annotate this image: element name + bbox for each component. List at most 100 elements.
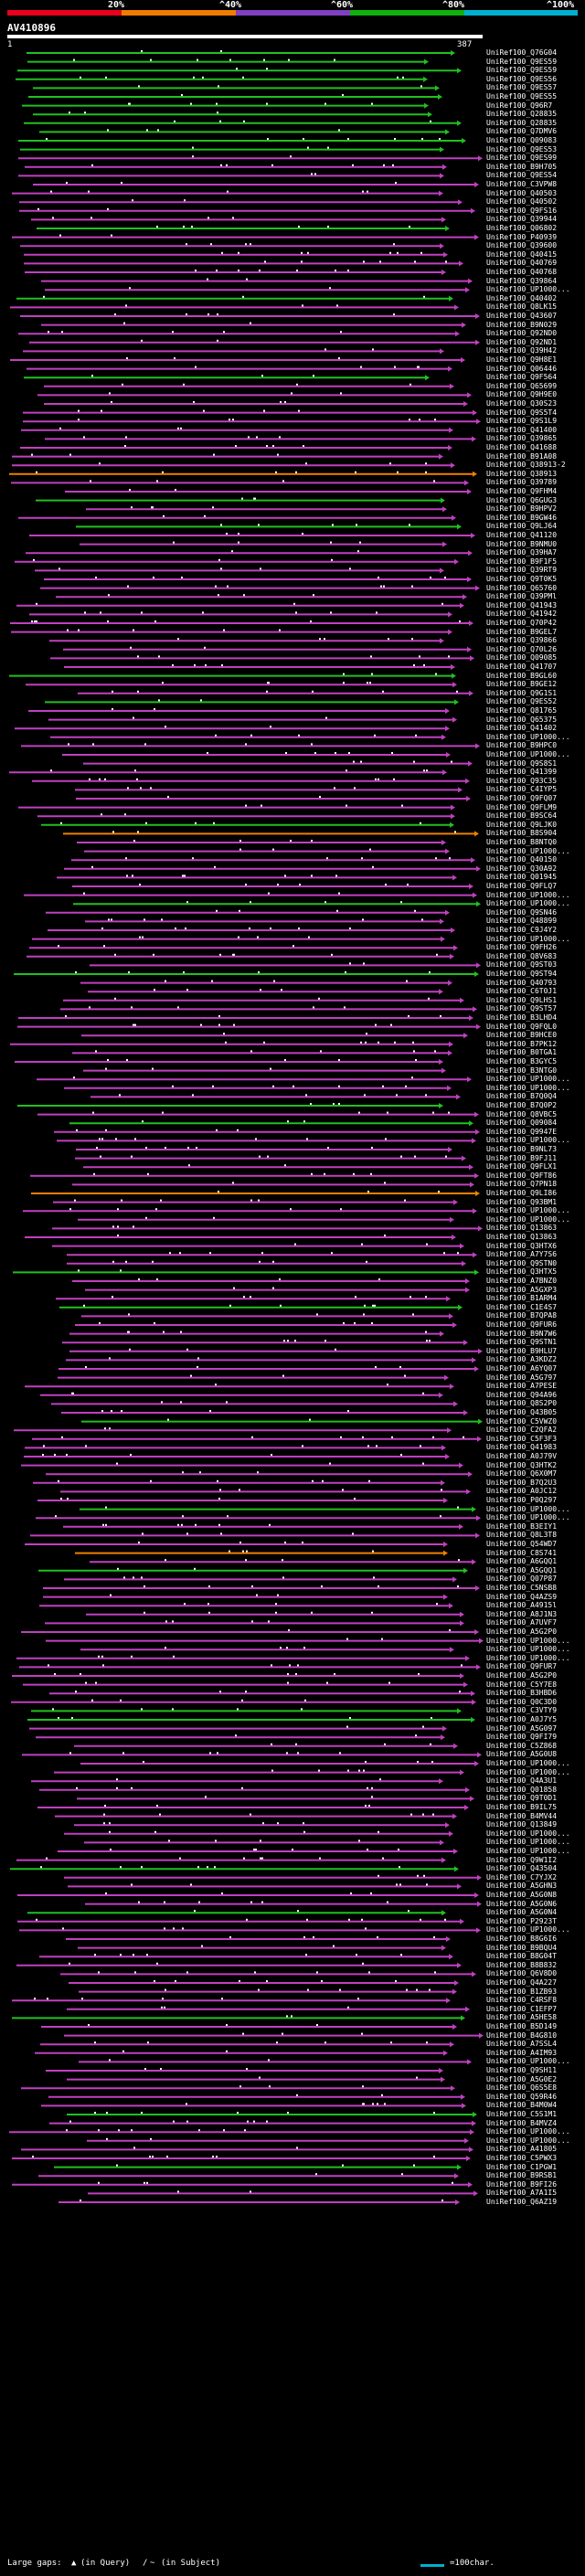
hit-label[interactable]: UniRef100_Q43607 bbox=[486, 312, 558, 320]
hit-label[interactable]: UniRef100_Q6AZ19 bbox=[486, 2198, 558, 2206]
hit-label[interactable]: UniRef100_Q09084 bbox=[486, 1118, 558, 1128]
hit-label[interactable]: UniRef100_Q8VBC5 bbox=[486, 1109, 558, 1118]
hit-label[interactable]: UniRef100_A4IM93 bbox=[486, 2048, 558, 2057]
hit-label[interactable]: UniRef100_Q4A3U1 bbox=[486, 1776, 558, 1786]
hit-label[interactable]: UniRef100_Q9FH26 bbox=[486, 943, 558, 952]
hit-label[interactable]: UniRef100_Q76G04 bbox=[486, 48, 558, 57]
hit-label[interactable]: UniRef100_B9RSB1 bbox=[486, 2171, 558, 2180]
hit-label[interactable]: UniRef100_B8S904 bbox=[486, 829, 558, 838]
hit-label[interactable]: UniRef100_Q39944 bbox=[486, 215, 558, 224]
hit-label[interactable]: UniRef100_Q40503 bbox=[486, 188, 558, 197]
hit-label[interactable]: UniRef100_UP1000... bbox=[486, 1075, 570, 1084]
hit-label[interactable]: UniRef100_P0Q297 bbox=[486, 1496, 558, 1504]
hit-label[interactable]: UniRef100_A5G2P0 bbox=[486, 1627, 558, 1636]
hit-label[interactable]: UniRef100_Q9FLQ7 bbox=[486, 882, 558, 890]
hit-label[interactable]: UniRef100_Q9FUR6 bbox=[486, 1320, 558, 1329]
hit-label[interactable]: UniRef100_P40939 bbox=[486, 232, 558, 241]
hit-label[interactable]: UniRef100_B9FI26 bbox=[486, 2179, 558, 2189]
hit-label[interactable]: UniRef100_C3VTY9 bbox=[486, 1706, 558, 1715]
hit-label[interactable]: UniRef100_Q96R7 bbox=[486, 101, 553, 110]
hit-label[interactable]: UniRef100_A6GQQ1 bbox=[486, 1557, 558, 1566]
hit-label[interactable]: UniRef100_A7SSL4 bbox=[486, 2040, 558, 2049]
hit-label[interactable]: UniRef100_Q9LI86 bbox=[486, 1189, 558, 1197]
hit-label[interactable]: UniRef100_Q93BM1 bbox=[486, 1197, 558, 1206]
hit-label[interactable]: UniRef100_B9HCE0 bbox=[486, 1031, 558, 1040]
hit-label[interactable]: UniRef100_Q9ST94 bbox=[486, 970, 558, 978]
hit-label[interactable]: UniRef100_A5G2P0 bbox=[486, 1671, 558, 1680]
hit-label[interactable]: UniRef100_A5HE58 bbox=[486, 2013, 558, 2022]
hit-label[interactable]: UniRef100_B4MVZ4 bbox=[486, 2118, 558, 2127]
hit-label[interactable]: UniRef100_UP1000... bbox=[486, 1206, 570, 1215]
hit-label[interactable]: UniRef100_Q6X0M7 bbox=[486, 1469, 558, 1479]
hit-label[interactable]: UniRef100_Q65760 bbox=[486, 583, 558, 592]
hit-label[interactable]: UniRef100_Q9LHS1 bbox=[486, 995, 558, 1004]
hit-label[interactable]: UniRef100_A5G0N8 bbox=[486, 1891, 558, 1899]
hit-label[interactable]: UniRef100_C9J4Y2 bbox=[486, 926, 558, 934]
hit-label[interactable]: UniRef100_Q41983 bbox=[486, 1443, 558, 1452]
hit-label[interactable]: UniRef100_B9IL75 bbox=[486, 1803, 558, 1811]
hit-label[interactable]: UniRef100_B3NTG0 bbox=[486, 1065, 558, 1075]
hit-label[interactable]: UniRef100_Q9LJK0 bbox=[486, 820, 558, 829]
hit-label[interactable]: UniRef100_Q41688 bbox=[486, 443, 558, 451]
hit-label[interactable]: UniRef100_Q48899 bbox=[486, 917, 558, 926]
hit-label[interactable]: UniRef100_UP1000... bbox=[486, 732, 570, 741]
hit-label[interactable]: UniRef100_Q9FT86 bbox=[486, 1171, 558, 1180]
hit-label[interactable]: UniRef100_A7A1I5 bbox=[486, 2189, 558, 2198]
hit-label[interactable]: UniRef100_UP1000... bbox=[486, 1829, 570, 1838]
hit-label[interactable]: UniRef100_Q0C3D0 bbox=[486, 1697, 558, 1706]
hit-label[interactable]: UniRef100_B7PK12 bbox=[486, 1039, 558, 1048]
hit-label[interactable]: UniRef100_B9HPC0 bbox=[486, 741, 558, 750]
hit-label[interactable]: UniRef100_B3GYC5 bbox=[486, 1057, 558, 1065]
hit-label[interactable]: UniRef100_Q8V683 bbox=[486, 951, 558, 960]
hit-label[interactable]: UniRef100_B0TGA1 bbox=[486, 1048, 558, 1057]
hit-label[interactable]: UniRef100_Q9SH11 bbox=[486, 2066, 558, 2074]
hit-label[interactable]: UniRef100_C1E4S7 bbox=[486, 1302, 558, 1311]
hit-label[interactable]: UniRef100_Q43B05 bbox=[486, 1408, 558, 1416]
hit-label[interactable]: UniRef100_Q65375 bbox=[486, 715, 558, 724]
hit-label[interactable]: UniRef100_Q4AZS9 bbox=[486, 1592, 558, 1601]
hit-label[interactable]: UniRef100_B3HBD6 bbox=[486, 1689, 558, 1698]
hit-label[interactable]: UniRef100_UP1000... bbox=[486, 2136, 570, 2145]
hit-label[interactable]: UniRef100_Q93C35 bbox=[486, 776, 558, 785]
hit-label[interactable]: UniRef100_B9N7W6 bbox=[486, 1329, 558, 1338]
hit-label[interactable]: UniRef100_Q39865 bbox=[486, 434, 558, 443]
hit-label[interactable]: UniRef100_Q39866 bbox=[486, 636, 558, 645]
hit-label[interactable]: UniRef100_P2923T bbox=[486, 1916, 558, 1925]
hit-label[interactable]: UniRef100_B9GEL7 bbox=[486, 627, 558, 636]
hit-label[interactable]: UniRef100_C8S741 bbox=[486, 1548, 558, 1557]
hit-label[interactable]: UniRef100_Q9T0K5 bbox=[486, 575, 558, 583]
hit-label[interactable]: UniRef100_Q41942 bbox=[486, 610, 558, 619]
hit-label[interactable]: UniRef100_Q40768 bbox=[486, 268, 558, 276]
hit-label[interactable]: UniRef100_C4IYP5 bbox=[486, 785, 558, 794]
hit-label[interactable]: UniRef100_B9NL73 bbox=[486, 1145, 558, 1153]
hit-label[interactable]: UniRef100_A5GQQ1 bbox=[486, 1565, 558, 1574]
hit-label[interactable]: UniRef100_C5VWZ0 bbox=[486, 1416, 558, 1426]
hit-label[interactable]: UniRef100_A41805 bbox=[486, 2145, 558, 2154]
hit-label[interactable]: UniRef100_Q92ND0 bbox=[486, 329, 558, 338]
hit-label[interactable]: UniRef100_Q9947E bbox=[486, 1127, 558, 1136]
hit-label[interactable]: UniRef100_Q8L3T8 bbox=[486, 1531, 558, 1540]
hit-label[interactable]: UniRef100_A7Y7S6 bbox=[486, 1250, 558, 1259]
hit-label[interactable]: UniRef100_Q9ES52 bbox=[486, 697, 558, 706]
hit-label[interactable]: UniRef100_B8NTQ0 bbox=[486, 838, 558, 846]
hit-label[interactable]: UniRef100_B9GW46 bbox=[486, 513, 558, 522]
hit-label[interactable]: UniRef100_C1PGW1 bbox=[486, 2162, 558, 2171]
hit-label[interactable]: UniRef100_B4M0W4 bbox=[486, 2101, 558, 2110]
hit-label[interactable]: UniRef100_B9HLU7 bbox=[486, 1346, 558, 1355]
hit-label[interactable]: UniRef100_Q9G1S1 bbox=[486, 688, 558, 697]
hit-label[interactable]: UniRef100_Q9LJ64 bbox=[486, 522, 558, 531]
hit-label[interactable]: UniRef100_Q7PN18 bbox=[486, 1180, 558, 1189]
hit-label[interactable]: UniRef100_Q3HTK2 bbox=[486, 1460, 558, 1469]
hit-label[interactable]: UniRef100_Q39HA7 bbox=[486, 548, 558, 557]
hit-label[interactable]: UniRef100_A5G0U8 bbox=[486, 1750, 558, 1759]
hit-label[interactable]: UniRef100_A0J7Y5 bbox=[486, 1715, 558, 1723]
hit-label[interactable]: UniRef100_UP1000... bbox=[486, 934, 570, 943]
hit-label[interactable]: UniRef100_Q6V8D0 bbox=[486, 1969, 558, 1978]
hit-label[interactable]: UniRef100_B8G04T bbox=[486, 1952, 558, 1961]
hit-label[interactable]: UniRef100_A7BNZ0 bbox=[486, 1277, 558, 1285]
hit-label[interactable]: UniRef100_Q9ES56 bbox=[486, 74, 558, 83]
hit-label[interactable]: UniRef100_Q9ES99 bbox=[486, 154, 558, 163]
hit-label[interactable]: UniRef100_A4915l bbox=[486, 1601, 558, 1610]
hit-label[interactable]: UniRef100_Q39864 bbox=[486, 276, 558, 285]
hit-label[interactable]: UniRef100_A5G0E2 bbox=[486, 2074, 558, 2083]
